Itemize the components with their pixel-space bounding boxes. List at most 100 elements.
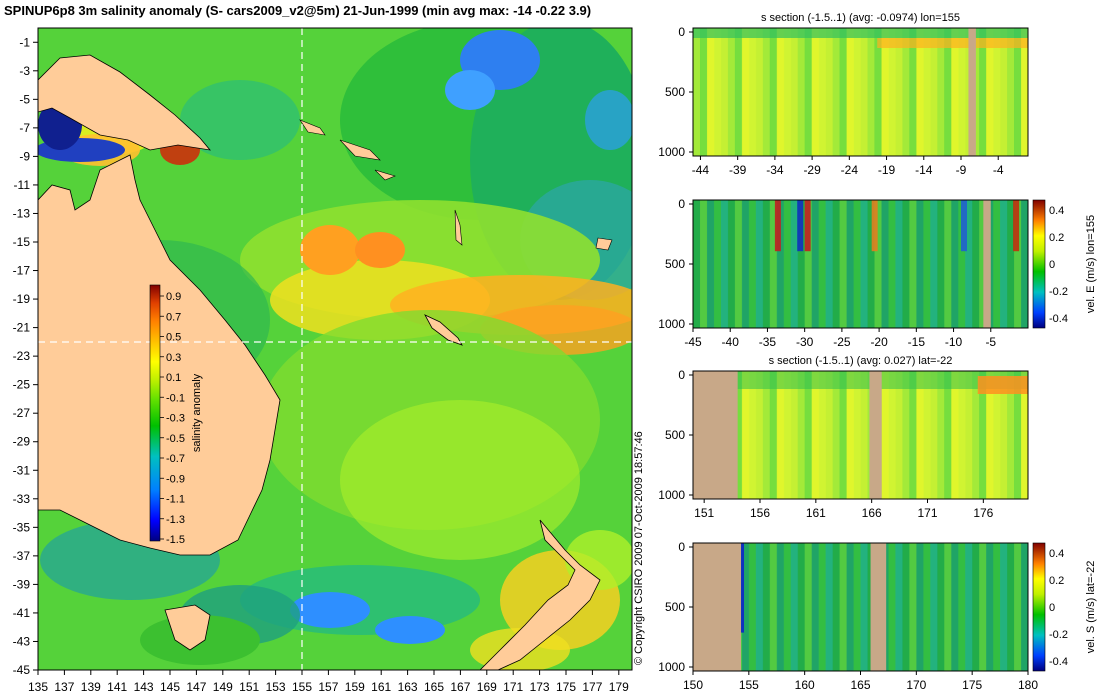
section-streak (909, 371, 917, 499)
section-streak (951, 371, 959, 499)
map-x-tick-label: 177 (582, 680, 602, 694)
section-x-tick-label: 166 (862, 506, 882, 520)
section-streak (923, 200, 931, 328)
section-colorbar-tick-label: 0.2 (1049, 232, 1064, 244)
section-streak (951, 543, 959, 671)
section-panel-s_lon: s section (-1.5..1) (avg: -0.0974) lon=1… (658, 12, 1029, 177)
section-streak (895, 543, 903, 671)
section-panel-v_lat: 150 155 160 165 170 175 180 0 500 1000 0.4 0.2 0 -0.2… (658, 540, 1097, 692)
salinity-map: 135 137 139 141 143 145 147 149 151 153 155 157 159 1… (13, 27, 633, 694)
section-surface-band (877, 38, 1028, 48)
section-streak (825, 543, 834, 671)
map-y-tick-label: -11 (14, 178, 31, 192)
section-streak (846, 200, 855, 328)
section-streak (965, 200, 973, 328)
section-streak (825, 371, 834, 499)
section-streak (755, 28, 764, 156)
section-streak (1007, 200, 1015, 328)
section-streak (790, 371, 799, 499)
section-streak (895, 371, 903, 499)
map-y-tick-label: -25 (13, 378, 31, 392)
section-x-tick-label: -10 (945, 335, 963, 349)
section-streak (748, 371, 757, 499)
map-y-tick-label: -27 (13, 406, 31, 420)
section-streak (916, 543, 924, 671)
section-surface-band (977, 376, 1028, 394)
section-y-tick-label: 500 (665, 85, 685, 99)
section-streak (839, 543, 848, 671)
section-streak (846, 28, 855, 156)
map-y-tick-label: -5 (19, 92, 30, 106)
map-y-tick-label: -15 (13, 235, 31, 249)
map-x-tick-label: 161 (371, 680, 391, 694)
section-streak (762, 200, 771, 328)
section-streak (846, 543, 855, 671)
section-x-tick-label: -29 (803, 163, 821, 177)
section-streak (986, 28, 994, 156)
section-jet (804, 200, 811, 252)
section-streak (1007, 28, 1015, 156)
section-streak (804, 543, 813, 671)
section-streak (860, 371, 868, 499)
section-streak (958, 200, 966, 328)
section-streak (860, 543, 868, 671)
section-y-tick-label: 1000 (658, 317, 685, 331)
section-x-tick-label: -35 (759, 335, 777, 349)
map-y-tick-label: -39 (13, 577, 31, 591)
section-streak (853, 543, 861, 671)
section-streak (972, 200, 980, 328)
section-streak (888, 200, 896, 328)
section-streak (741, 543, 750, 671)
section-streak (776, 543, 785, 671)
section-streak (1000, 200, 1008, 328)
section-streak (1014, 200, 1022, 328)
section-streak (979, 543, 987, 671)
map-y-tick-label: -37 (13, 549, 31, 563)
map-x-tick-label: 147 (186, 680, 206, 694)
section-streak (804, 28, 813, 156)
map-x-axis: 135 137 139 141 143 145 147 149 151 153 155 157 159 1… (28, 670, 629, 694)
section-streak (916, 371, 924, 499)
colorbar-tick-label: -0.5 (166, 433, 185, 445)
map-x-tick-label: 145 (160, 680, 180, 694)
map-field (38, 28, 632, 670)
section-streak (923, 543, 931, 671)
section-streak (741, 28, 750, 156)
section-y-tick-label: 1000 (658, 488, 685, 502)
section-streak (937, 200, 945, 328)
section-streak (762, 28, 771, 156)
map-y-tick-label: -41 (13, 606, 31, 620)
section-streak (839, 371, 848, 499)
map-y-tick-label: -29 (13, 435, 31, 449)
section-land (968, 28, 976, 156)
map-y-tick-label: -35 (13, 520, 31, 534)
section-streak (790, 543, 799, 671)
section-streak (923, 28, 931, 156)
section-streak (986, 371, 994, 499)
section-streak (881, 371, 889, 499)
section-streak (818, 200, 827, 328)
section-streak (783, 28, 792, 156)
section-title: s section (-1.5..1) (avg: -0.0974) lon=1… (761, 12, 960, 24)
section-x-tick-label: -25 (833, 335, 851, 349)
map-x-tick-label: 149 (213, 680, 233, 694)
colorbar-tick-label: -0.7 (166, 453, 185, 465)
section-streak (1014, 371, 1022, 499)
section-streak (944, 543, 952, 671)
section-jet (797, 200, 804, 252)
map-x-tick-label: 143 (134, 680, 154, 694)
section-streak (888, 371, 896, 499)
section-streak (839, 28, 848, 156)
map-x-tick-label: 163 (398, 680, 418, 694)
section-streak (972, 28, 980, 156)
section-streak (930, 371, 938, 499)
section-streak (937, 543, 945, 671)
map-x-tick-label: 153 (266, 680, 286, 694)
section-streak (853, 371, 861, 499)
section-x-tick-label: -40 (722, 335, 740, 349)
section-streak (951, 28, 959, 156)
map-x-tick-label: 137 (54, 680, 74, 694)
section-streak (909, 200, 917, 328)
section-x-tick-label: 175 (962, 678, 982, 692)
section-streak (825, 28, 834, 156)
